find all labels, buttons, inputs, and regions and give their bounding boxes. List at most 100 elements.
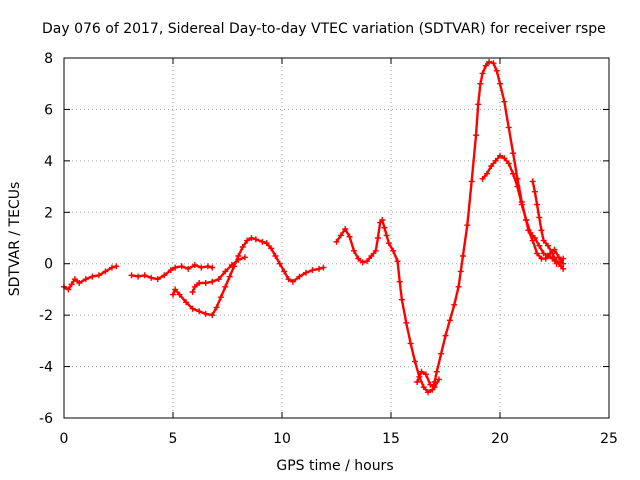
data-point	[296, 273, 303, 280]
data-point	[178, 263, 185, 270]
chart-title: Day 076 of 2017, Sidereal Day-to-day VTE…	[42, 21, 606, 37]
data-point	[161, 272, 168, 279]
data-point	[198, 264, 205, 271]
data-point	[113, 263, 120, 270]
series-arc-4	[189, 254, 248, 295]
y-tick-label: 6	[44, 102, 53, 118]
data-point	[102, 268, 109, 275]
data-point	[209, 264, 216, 271]
data-point	[196, 308, 203, 315]
data-point	[285, 276, 292, 283]
data-point	[228, 262, 235, 268]
data-point	[483, 170, 490, 177]
data-point	[451, 301, 458, 308]
data-point	[479, 175, 486, 182]
data-point	[316, 265, 323, 272]
data-point	[172, 286, 179, 293]
data-point	[435, 376, 442, 383]
y-tick-label: 2	[44, 205, 53, 221]
data-point	[196, 280, 203, 286]
data-point	[374, 235, 381, 241]
data-point	[538, 227, 545, 234]
data-point	[95, 272, 102, 279]
data-point	[259, 238, 266, 245]
data-point	[172, 264, 179, 271]
y-tick-label: 8	[44, 51, 53, 67]
data-point	[222, 283, 229, 290]
data-point	[549, 250, 556, 257]
data-point	[202, 310, 209, 317]
data-point	[217, 294, 224, 301]
data-point	[281, 268, 288, 275]
data-point	[226, 273, 233, 280]
series-trace	[416, 370, 441, 389]
data-point	[154, 276, 161, 283]
y-tick-label: -6	[39, 411, 53, 427]
data-point	[411, 358, 418, 365]
tick-labels: 0 5 10 15 20 25 -6 -4 -2 0 2 4 6 8	[39, 51, 618, 447]
series-arc-7	[479, 152, 567, 267]
x-tick-label: 5	[169, 431, 178, 447]
data-point	[209, 278, 216, 285]
data-point	[191, 262, 198, 268]
series-arc-8	[529, 178, 567, 272]
data-point	[235, 256, 242, 263]
data-point	[540, 237, 547, 244]
data-point	[510, 150, 517, 157]
data-point	[65, 286, 72, 293]
y-tick-label: -2	[39, 308, 53, 324]
data-point	[490, 60, 497, 67]
data-point	[333, 238, 340, 245]
data-point	[505, 160, 512, 167]
data-point	[71, 276, 78, 283]
data-point	[135, 273, 142, 280]
data-point	[76, 280, 83, 286]
series-arc-2	[128, 262, 216, 283]
data-point	[359, 259, 366, 266]
data-point	[497, 152, 503, 159]
data-point	[446, 317, 453, 324]
data-point	[477, 80, 484, 87]
data-point	[276, 260, 283, 267]
data-point	[272, 253, 279, 259]
data-point	[422, 371, 429, 378]
data-point	[510, 170, 517, 177]
data-point	[560, 265, 567, 272]
data-point	[468, 178, 475, 185]
data-point	[148, 274, 155, 281]
data-point	[394, 258, 401, 265]
data-point	[185, 265, 192, 272]
data-point	[497, 80, 503, 87]
data-point	[551, 246, 558, 253]
data-point	[534, 250, 541, 257]
data-point	[560, 255, 567, 262]
data-point	[455, 283, 462, 290]
y-axis-label: SDTVAR / TECUs	[7, 182, 23, 297]
data-point	[141, 272, 148, 279]
data-point	[414, 379, 421, 385]
data-point	[488, 163, 495, 169]
data-point	[355, 255, 362, 262]
data-point	[189, 305, 196, 312]
data-point	[372, 247, 379, 254]
data-point	[396, 278, 403, 285]
series-layer	[61, 58, 567, 396]
data-point	[381, 224, 388, 231]
data-point	[475, 101, 482, 108]
data-point	[390, 247, 397, 254]
data-point	[464, 222, 471, 229]
grid	[64, 58, 609, 418]
data-point	[544, 253, 551, 259]
data-point	[167, 267, 174, 274]
data-point	[244, 237, 251, 244]
data-point	[252, 236, 259, 243]
data-point	[536, 242, 543, 249]
x-tick-label: 25	[600, 431, 618, 447]
x-tick-label: 20	[491, 431, 509, 447]
data-point	[534, 201, 541, 208]
data-point	[241, 254, 248, 261]
data-point	[128, 272, 135, 279]
data-point	[364, 258, 371, 265]
data-point	[263, 240, 270, 247]
